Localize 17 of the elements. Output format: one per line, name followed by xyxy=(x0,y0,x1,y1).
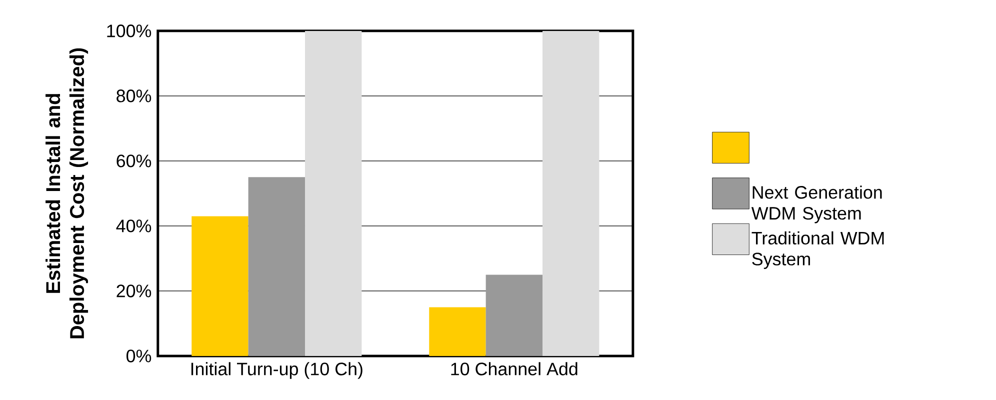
y-tick-label: 0% xyxy=(126,350,152,362)
y-axis-title: Estimated Install and Deployment Cost (Normalized) xyxy=(46,48,88,338)
y-tick-label: 80% xyxy=(116,90,152,102)
x-tick-label: 10 Channel Add xyxy=(451,362,578,376)
bar xyxy=(429,307,486,356)
y-tick-label: 40% xyxy=(116,220,152,232)
bar xyxy=(248,177,305,356)
bar xyxy=(304,30,362,356)
y-tick-label: 100% xyxy=(107,24,152,38)
x-tick-label: Initial Turn-up (10 Ch) xyxy=(191,362,362,379)
bar xyxy=(486,274,543,356)
y-tick-label: 60% xyxy=(116,154,152,168)
bar xyxy=(542,30,600,356)
legend-label: Traditional WDM System xyxy=(752,231,884,270)
bar xyxy=(192,216,248,356)
y-tick-label: 20% xyxy=(116,284,152,298)
legend-label: Next Generation WDM System xyxy=(751,186,882,224)
